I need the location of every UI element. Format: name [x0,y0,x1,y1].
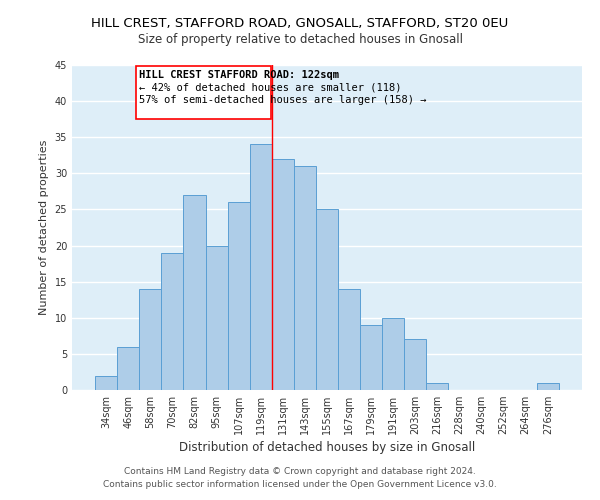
Bar [404,340,427,390]
Bar [250,144,272,390]
Bar [139,289,161,390]
Text: 57% of semi-detached houses are larger (158) →: 57% of semi-detached houses are larger (… [139,94,427,104]
Bar [95,376,117,390]
Bar [206,246,227,390]
Bar [161,253,184,390]
Bar [294,166,316,390]
Text: HILL CREST STAFFORD ROAD: 122sqm: HILL CREST STAFFORD ROAD: 122sqm [139,70,340,80]
X-axis label: Distribution of detached houses by size in Gnosall: Distribution of detached houses by size … [179,442,475,454]
Text: HILL CREST, STAFFORD ROAD, GNOSALL, STAFFORD, ST20 0EU: HILL CREST, STAFFORD ROAD, GNOSALL, STAF… [91,18,509,30]
Bar [427,383,448,390]
Text: Contains public sector information licensed under the Open Government Licence v3: Contains public sector information licen… [103,480,497,489]
Text: Size of property relative to detached houses in Gnosall: Size of property relative to detached ho… [137,32,463,46]
Bar [382,318,404,390]
Text: Contains HM Land Registry data © Crown copyright and database right 2024.: Contains HM Land Registry data © Crown c… [124,467,476,476]
Bar [227,202,250,390]
Bar [360,325,382,390]
Y-axis label: Number of detached properties: Number of detached properties [39,140,49,315]
Bar [338,289,360,390]
Bar [117,346,139,390]
Bar [316,210,338,390]
FancyBboxPatch shape [136,66,271,119]
Bar [537,383,559,390]
Bar [184,195,206,390]
Bar [272,159,294,390]
Text: ← 42% of detached houses are smaller (118): ← 42% of detached houses are smaller (11… [139,82,402,92]
